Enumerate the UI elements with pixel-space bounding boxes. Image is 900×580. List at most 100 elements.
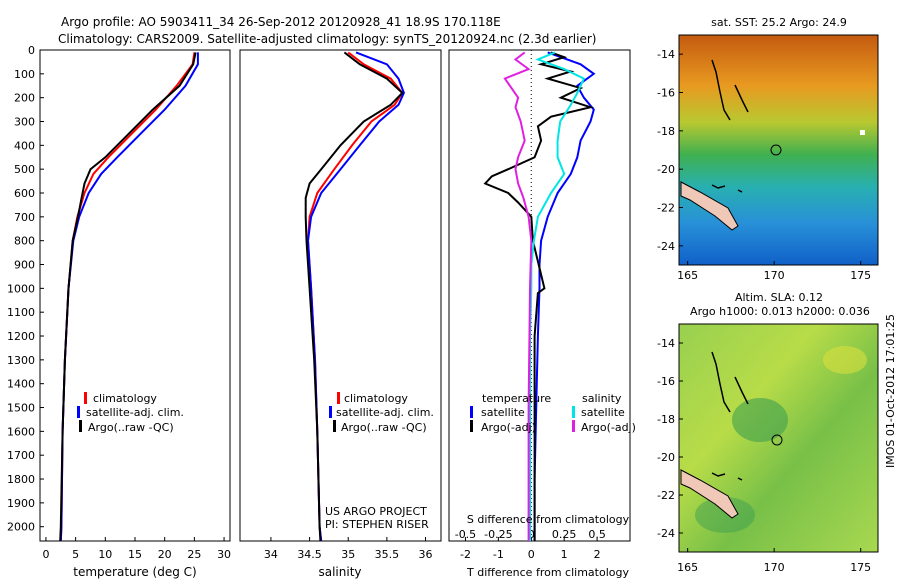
salinity-xtick-labels: 34 34.5 35 35.5 36 (264, 537, 433, 561)
lon-tick-label: 165 (677, 269, 698, 282)
lon-tick-label: 165 (677, 561, 698, 574)
series-line-temperature-argo-adj- (483, 51, 595, 541)
sla-map-lon-labels: 165 170 175 (677, 548, 871, 574)
lon-tick-label: 170 (764, 269, 785, 282)
depth-tick-label: 1500 (7, 402, 35, 415)
depth-tick-label: 600 (14, 187, 35, 200)
s-difference-tick-labels: -0.5 -0.25 0 0.25 0.5 (455, 528, 606, 541)
depth-tick-label: 1100 (7, 306, 35, 319)
s-difference-tick-label: -0.5 (455, 528, 476, 541)
legend-satellite-swatch (77, 406, 80, 418)
x-tick-label: 0 (528, 548, 535, 561)
legend-s-argo-label: Argo(-adj) (581, 421, 636, 434)
argo-float-marker (771, 434, 783, 446)
loyalty-islands (711, 472, 743, 481)
lat-tick-label: -18 (657, 125, 675, 138)
legend-climatology-swatch (337, 392, 340, 404)
difference-legend: temperature satellite Argo(-adj) salinit… (470, 392, 636, 434)
lat-tick-label: -24 (657, 527, 675, 540)
series-line-argo-raw-qc- (304, 51, 404, 541)
depth-tick-label: 1200 (7, 330, 35, 343)
lon-tick-label: 175 (850, 561, 871, 574)
depth-tick-label: 900 (14, 259, 35, 272)
t-difference-xlabel: T difference from climatology (466, 566, 629, 579)
depth-tick-label: 200 (14, 92, 35, 105)
depth-tick-label: 800 (14, 235, 35, 248)
depth-tick-labels: 0 100 200 300 400 500 600 700 800 900 1000 1100 1200… (7, 44, 44, 534)
series-line-temperature-satellite (533, 51, 596, 541)
figure-title-line2: Climatology: CARS2009. Satellite-adjuste… (58, 32, 596, 46)
depth-tick-label: 1800 (7, 473, 35, 486)
x-tick-label: 15 (128, 548, 142, 561)
depth-tick-label: 1000 (7, 282, 35, 295)
lat-tick-label: -20 (657, 163, 675, 176)
lat-tick-label: -14 (657, 48, 675, 61)
legend-t-argo-swatch (470, 420, 473, 432)
sla-map: Altim. SLA: 0.12 Argo h1000: 0.013 h2000… (657, 291, 879, 574)
legend-climatology-swatch (84, 392, 87, 404)
t-difference-xtick-labels: -2 -1 0 1 2 (460, 537, 601, 561)
x-tick-label: 20 (158, 548, 172, 561)
series-line-satellite-adj-clim- (306, 51, 405, 541)
lat-tick-label: -22 (657, 489, 675, 502)
argo-float-marker (770, 144, 782, 156)
new-caledonia-coastline (680, 181, 739, 231)
legend-temperature-heading: temperature (482, 392, 551, 405)
x-tick-label: 2 (594, 548, 601, 561)
temperature-series (59, 52, 199, 541)
sst-map-lon-labels: 165 170 175 (677, 261, 871, 282)
temperature-panel: 0100200300400500600700800900100011001200… (7, 44, 231, 579)
loyalty-islands (711, 184, 743, 193)
legend-argo-swatch (79, 420, 82, 432)
vanuatu-islands (711, 351, 749, 413)
salinity-panel: 34 34.5 35 35.5 36 salinity climatology sate… (239, 49, 442, 579)
sst-field (678, 34, 879, 266)
lat-tick-label: -22 (657, 202, 675, 215)
missing-data-pixel (860, 130, 865, 135)
lat-tick-label: -16 (657, 375, 675, 388)
depth-tick-label: 1300 (7, 354, 35, 367)
depth-tick-label: 100 (14, 68, 35, 81)
temperature-legend: climatology satellite-adj. clim. Argo(..… (77, 392, 184, 434)
s-difference-tick-label: -0.25 (484, 528, 512, 541)
salinity-series (304, 51, 405, 541)
x-tick-label: 35 (341, 548, 355, 561)
depth-tick-label: 400 (14, 139, 35, 152)
x-tick-label: 10 (98, 548, 112, 561)
salinity-axes-frame (239, 49, 442, 542)
series-line-climatology (59, 52, 196, 541)
imos-timestamp: IMOS 01-Oct-2012 17:01:25 (884, 314, 897, 468)
lon-tick-label: 175 (850, 269, 871, 282)
lat-tick-label: -14 (657, 337, 675, 350)
sst-map-lat-labels: -14 -16 -18 -20 -22 -24 (657, 48, 683, 253)
legend-argo-label: Argo(..raw -QC) (341, 421, 427, 434)
project-annotation: US ARGO PROJECT (325, 505, 427, 518)
depth-tick-label: 1900 (7, 497, 35, 510)
series-line-argo-raw-qc- (59, 52, 197, 541)
difference-panel: -2 -1 0 1 2 -0.5 -0.25 0 0.25 0.5 S difference f… (448, 49, 636, 579)
s-difference-tick-label: 0.5 (588, 528, 606, 541)
depth-tick-label: 1700 (7, 449, 35, 462)
temperature-xlabel: temperature (deg C) (73, 565, 196, 579)
series-line-satellite-adj-clim- (59, 52, 199, 541)
depth-tick-label: 1400 (7, 378, 35, 391)
temperature-xtick-labels: 0 5 10 15 20 25 30 (42, 537, 231, 561)
legend-argo-swatch (333, 420, 336, 432)
x-tick-label: 34 (264, 548, 278, 561)
lat-tick-label: -24 (657, 240, 675, 253)
x-tick-label: 36 (419, 548, 433, 561)
series-line-salinity-argo-adj- (503, 51, 533, 541)
legend-salinity-heading: salinity (582, 392, 622, 405)
legend-satellite-swatch (329, 406, 332, 418)
legend-climatology-label: climatology (93, 392, 157, 405)
legend-climatology-label: climatology (344, 392, 408, 405)
x-tick-label: 25 (187, 548, 201, 561)
x-tick-label: 34.5 (297, 548, 322, 561)
x-tick-label: 35.5 (375, 548, 400, 561)
sla-low-anomaly-south (695, 497, 755, 533)
legend-t-argo-label: Argo(-adj) (481, 421, 536, 434)
s-difference-tick-label: 0 (528, 528, 535, 541)
depth-tick-label: 1600 (7, 425, 35, 438)
depth-tick-label: 500 (14, 163, 35, 176)
